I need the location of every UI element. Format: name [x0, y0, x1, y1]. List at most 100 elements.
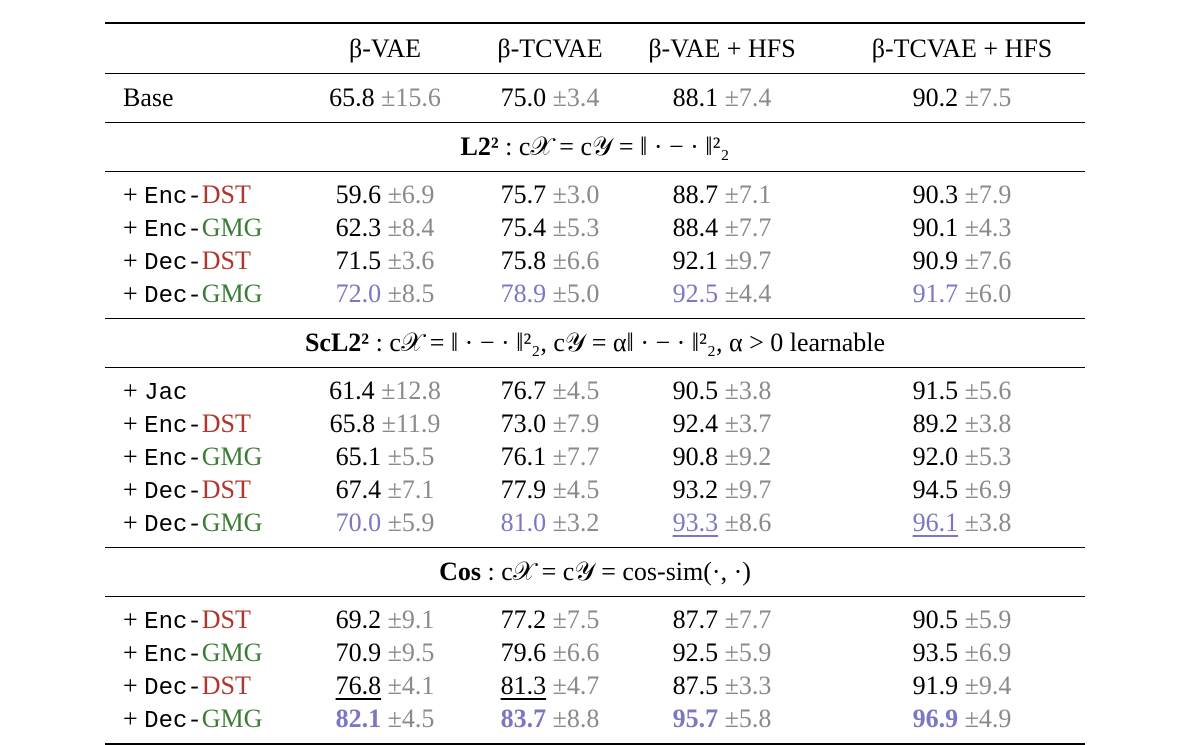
- cell-value: 75.8: [500, 246, 547, 275]
- row-label: + Jac: [123, 374, 187, 410]
- section-title-formula: : c𝒳 = ‖ · − · ‖²₂, c𝒴 = α‖ · − · ‖²₂, α…: [369, 328, 886, 357]
- cell-std: ±12.8: [381, 376, 441, 405]
- table-cell: 78.9 ±5.0: [501, 277, 600, 310]
- cell-value: 93.5: [912, 638, 959, 667]
- row-prefix: +: [123, 442, 145, 471]
- row-label: + Dec-DST: [123, 669, 251, 705]
- table-row: + Dec-GMG 72.0 ±8.5 78.9 ±5.0 92.5 ±4.4 91.7…: [105, 277, 1085, 310]
- cell-value: 65.8: [329, 83, 375, 112]
- table-row: + Enc-DST 69.2 ±9.1 77.2 ±7.5 87.7 ±7.7 90.5…: [105, 603, 1085, 636]
- cell-value: 83.7: [500, 704, 547, 733]
- cell-value: 81.0: [500, 508, 547, 537]
- cell-value: 90.5: [912, 605, 959, 634]
- row-module: Dec-: [144, 283, 202, 310]
- row-label: + Enc-GMG: [123, 636, 262, 672]
- cell-value: 87.7: [672, 605, 719, 634]
- table-cell: 96.1 ±3.8: [913, 506, 1012, 539]
- cell-std: ±7.9: [964, 180, 1012, 209]
- cell-value: 90.3: [912, 180, 959, 209]
- cell-value: 94.5: [912, 475, 959, 504]
- cell-value: 77.2: [500, 605, 547, 634]
- cell-std: ±4.3: [964, 213, 1012, 242]
- cell-std: ±6.6: [552, 246, 600, 275]
- table-rule: [105, 73, 1085, 74]
- cell-value: 91.9: [912, 671, 959, 700]
- table-cell: 81.3 ±4.7: [501, 669, 600, 702]
- table-rule: [105, 596, 1085, 597]
- cell-value: 71.5: [335, 246, 382, 275]
- row-method: DST: [201, 180, 251, 209]
- cell-value: 90.8: [672, 442, 719, 471]
- cell-std: ±8.5: [387, 279, 435, 308]
- table-cell: 70.0 ±5.9: [336, 506, 435, 539]
- cell-value: 95.7: [672, 704, 719, 733]
- table-row: Base 65.8 ±15.6 75.0 ±3.4 88.1 ±7.4 90.2 ±7.…: [105, 74, 1085, 122]
- section-title-bold: ScL2²: [304, 328, 370, 357]
- table-cell: 76.1 ±7.7: [501, 440, 600, 473]
- row-method: GMG: [201, 638, 263, 667]
- cell-std: ±9.7: [724, 475, 772, 504]
- cell-value: 90.2: [912, 83, 959, 112]
- cell-std: ±11.9: [381, 409, 441, 438]
- cell-value: 88.7: [672, 180, 719, 209]
- row-module: Dec-: [144, 675, 202, 702]
- row-label: Base: [123, 83, 174, 112]
- row-label: + Dec-DST: [123, 473, 251, 509]
- cell-std: ±7.9: [552, 409, 600, 438]
- row-prefix: +: [123, 376, 145, 405]
- cell-std: ±9.7: [724, 246, 772, 275]
- table-cell: 77.9 ±4.5: [501, 473, 600, 506]
- table-cell: 65.8 ±11.9: [330, 407, 441, 440]
- cell-value: 87.5: [672, 671, 719, 700]
- row-module: Dec-: [144, 708, 202, 735]
- table-cell: 92.1 ±9.7: [673, 244, 772, 277]
- table-rule: [105, 547, 1085, 548]
- table-cell: 83.7 ±8.8: [501, 702, 600, 735]
- row-method: GMG: [201, 213, 263, 242]
- cell-value: 92.1: [672, 246, 719, 275]
- table-row: + Enc-DST 59.6 ±6.9 75.7 ±3.0 88.7 ±7.1 90.3…: [105, 178, 1085, 211]
- table-cell: 70.9 ±9.5: [336, 636, 435, 669]
- row-method: GMG: [201, 442, 263, 471]
- row-module: Jac: [144, 380, 188, 407]
- table-cell: 59.6 ±6.9: [336, 178, 435, 211]
- cell-value: 96.9: [912, 704, 959, 733]
- cell-std: ±7.7: [552, 442, 600, 471]
- row-label: + Dec-GMG: [123, 506, 262, 542]
- cell-std: ±6.0: [964, 279, 1012, 308]
- table-rule: [105, 171, 1085, 172]
- table-cell: 73.0 ±7.9: [501, 407, 600, 440]
- table-cell: 75.8 ±6.6: [501, 244, 600, 277]
- table-cell: 75.7 ±3.0: [501, 178, 600, 211]
- cell-value: 65.8: [329, 409, 376, 438]
- table-cell: 61.4 ±12.8: [329, 374, 441, 407]
- row-label: + Enc-GMG: [123, 440, 262, 476]
- table-cell: 92.5 ±4.4: [673, 277, 772, 310]
- row-module: Enc-: [144, 642, 202, 669]
- row-prefix: +: [123, 671, 145, 700]
- table-cell: 90.5 ±5.9: [913, 603, 1012, 636]
- table-row: + Enc-GMG 70.9 ±9.5 79.6 ±6.6 92.5 ±5.9 93.5…: [105, 636, 1085, 669]
- table-cell: 91.5 ±5.6: [913, 374, 1012, 407]
- table-row: + Dec-GMG 82.1 ±4.5 83.7 ±8.8 95.7 ±5.8 96.9…: [105, 702, 1085, 735]
- row-module: Dec-: [144, 479, 202, 506]
- cell-std: ±5.8: [724, 704, 772, 733]
- cell-value: 72.0: [335, 279, 382, 308]
- table-cell: 76.7 ±4.5: [501, 374, 600, 407]
- cell-std: ±8.4: [387, 213, 435, 242]
- cell-std: ±3.8: [964, 508, 1012, 537]
- cell-value: 73.0: [500, 409, 547, 438]
- table-cell: 87.7 ±7.7: [673, 603, 772, 636]
- row-module: Enc-: [144, 609, 202, 636]
- cell-std: ±5.0: [552, 279, 600, 308]
- table-row: + Enc-DST 65.8 ±11.9 73.0 ±7.9 92.4 ±3.7 89.…: [105, 407, 1085, 440]
- row-label: + Dec-DST: [123, 244, 251, 280]
- cell-std: ±7.5: [964, 83, 1012, 112]
- section-header: Cos : c𝒳 = c𝒴 = cos-sim(·, ·): [105, 548, 1085, 596]
- cell-value: 76.8: [335, 671, 382, 700]
- cell-value: 91.7: [912, 279, 959, 308]
- table-cell: 76.8 ±4.1: [336, 669, 435, 702]
- row-prefix: +: [123, 246, 145, 275]
- column-header: β-TCVAE + HFS: [871, 34, 1053, 63]
- cell-std: ±6.9: [964, 475, 1012, 504]
